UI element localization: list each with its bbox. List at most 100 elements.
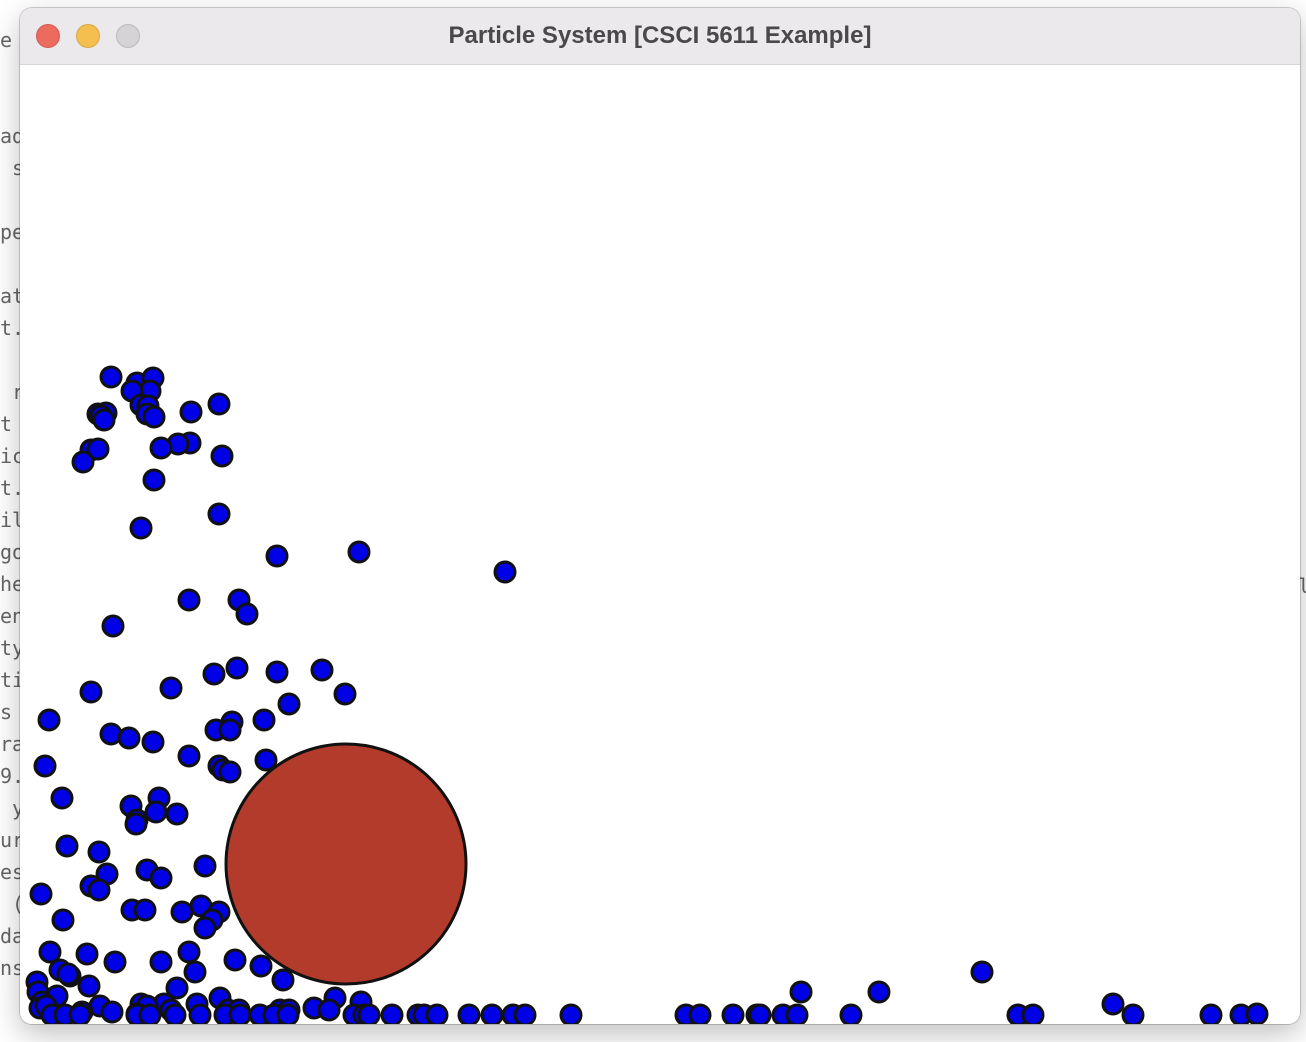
zoom-button[interactable]	[116, 24, 140, 48]
background-code-line: ti	[0, 668, 25, 692]
particle-scene	[25, 365, 1269, 1024]
particle	[68, 1003, 92, 1024]
particle	[117, 726, 141, 750]
particle	[235, 602, 259, 626]
particle-system-window: Particle System [CSCI 5611 Example]	[20, 8, 1300, 1024]
particle	[480, 1003, 504, 1024]
particle	[789, 980, 813, 1004]
background-code-line: da	[0, 924, 25, 948]
particle	[188, 1003, 212, 1024]
title-bar[interactable]: Particle System [CSCI 5611 Example]	[20, 8, 1300, 65]
particle	[144, 800, 168, 824]
background-code-line: ty	[0, 636, 25, 660]
background-code-line: t.	[0, 316, 25, 340]
particle	[317, 998, 341, 1022]
background-code-line: ns	[0, 956, 25, 980]
particle	[210, 444, 234, 468]
background-code-line: ic	[0, 444, 25, 468]
particle	[99, 365, 123, 389]
particle	[149, 950, 173, 974]
background-code-line: he	[0, 572, 25, 596]
particle	[129, 516, 153, 540]
particle	[87, 840, 111, 864]
minimize-button[interactable]	[76, 24, 100, 48]
particle	[218, 760, 242, 784]
particle	[207, 502, 231, 526]
particle	[218, 718, 242, 742]
particle	[75, 942, 99, 966]
particle	[513, 1003, 537, 1024]
background-editor-edge-text: l	[1298, 574, 1306, 598]
particle	[265, 544, 289, 568]
particle	[867, 980, 891, 1004]
particle	[748, 1003, 772, 1024]
particle	[249, 954, 273, 978]
particle	[380, 1003, 404, 1024]
particle	[721, 1003, 745, 1024]
particle	[38, 940, 62, 964]
particle	[276, 1003, 300, 1024]
particle	[51, 908, 75, 932]
background-code-line: es	[0, 860, 25, 884]
particle	[100, 1000, 124, 1024]
particle	[55, 834, 79, 858]
particle	[277, 692, 301, 716]
particle	[1021, 1003, 1045, 1024]
particle	[1101, 992, 1125, 1016]
background-code-line: at	[0, 284, 25, 308]
window-title: Particle System [CSCI 5611 Example]	[448, 22, 872, 49]
background-code-line: ad	[0, 124, 25, 148]
particle	[79, 680, 103, 704]
particle	[141, 730, 165, 754]
background-code-line: t	[0, 412, 13, 436]
simulation-canvas[interactable]	[20, 65, 1300, 1024]
particle	[101, 614, 125, 638]
particle	[103, 950, 127, 974]
background-code-line: go	[0, 540, 25, 564]
particle	[1199, 1003, 1223, 1024]
obstacle-sphere[interactable]	[224, 742, 468, 986]
particle	[970, 960, 994, 984]
particle	[688, 1003, 712, 1024]
particle	[37, 708, 61, 732]
particle	[142, 468, 166, 492]
particle	[457, 1003, 481, 1024]
background-code-line: 9.	[0, 764, 25, 788]
particle	[86, 437, 110, 461]
particle	[193, 916, 217, 940]
particle	[254, 748, 278, 772]
background-code-line: en	[0, 604, 25, 628]
particle	[177, 744, 201, 768]
particle	[425, 1003, 449, 1024]
particle	[179, 400, 203, 424]
particle	[252, 708, 276, 732]
particle	[193, 854, 217, 878]
particle	[50, 786, 74, 810]
close-button[interactable]	[36, 24, 60, 48]
particle	[77, 974, 101, 998]
particle	[165, 976, 189, 1000]
particle	[170, 900, 194, 924]
particle	[225, 656, 249, 680]
particle	[333, 682, 357, 706]
particle	[177, 940, 201, 964]
particle	[347, 540, 371, 564]
particle	[29, 882, 53, 906]
background-code-line: il	[0, 508, 25, 532]
particle	[159, 676, 183, 700]
background-code-line: ra	[0, 732, 25, 756]
particle	[207, 392, 231, 416]
particle	[33, 754, 57, 778]
particle	[133, 898, 157, 922]
particle	[310, 658, 334, 682]
particle	[142, 405, 166, 429]
particle	[357, 1003, 381, 1024]
particle	[183, 960, 207, 984]
particle	[493, 560, 517, 584]
particle	[559, 1003, 583, 1024]
particle	[92, 408, 116, 432]
particle	[223, 948, 247, 972]
particle	[271, 968, 295, 992]
background-code-line: ur	[0, 828, 25, 852]
particle	[202, 662, 226, 686]
